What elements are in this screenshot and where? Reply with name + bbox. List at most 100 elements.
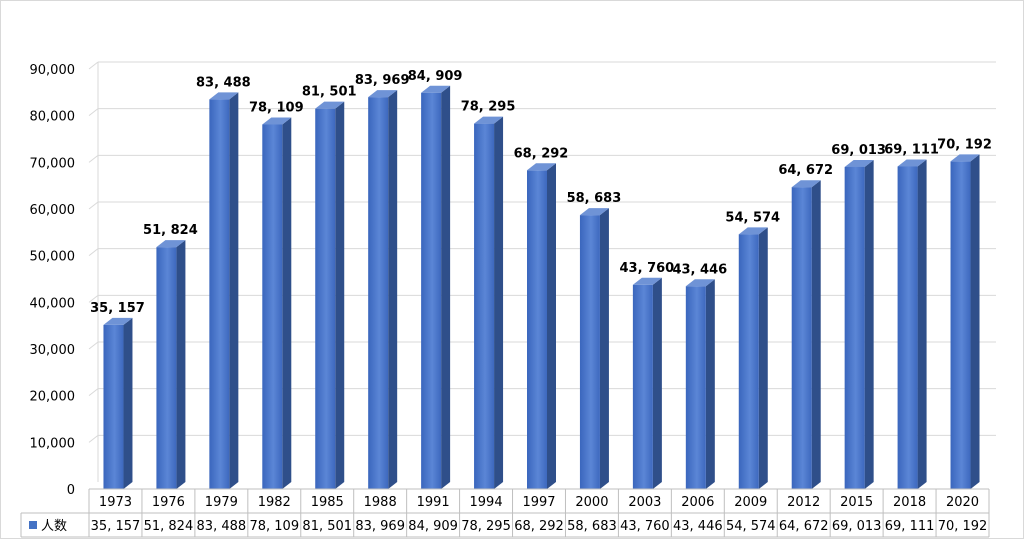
table-value: 43, 446 xyxy=(673,519,723,534)
bar-side xyxy=(547,163,556,489)
bar xyxy=(632,277,662,489)
bar-top xyxy=(579,208,609,216)
bar-side xyxy=(917,159,927,489)
bar-side xyxy=(811,180,821,489)
bar-side xyxy=(176,240,186,489)
bar-front xyxy=(685,286,706,489)
y-tick-label: 30,000 xyxy=(30,343,76,358)
gridline-diagonal xyxy=(88,341,99,350)
data-label: 83, 969 xyxy=(355,73,410,88)
gridline-diagonal xyxy=(88,61,99,70)
x-category-label: 1985 xyxy=(311,495,344,510)
bar-front xyxy=(421,92,442,490)
bar-side xyxy=(705,279,715,489)
table-value: 58, 683 xyxy=(567,519,617,534)
table-value: 84, 909 xyxy=(408,519,458,534)
bar-front xyxy=(632,284,653,489)
gridline-diagonal xyxy=(88,248,99,257)
gridline-diagonal xyxy=(88,201,99,210)
bar xyxy=(315,101,345,490)
bar-front xyxy=(738,234,759,489)
bar-front xyxy=(474,123,495,489)
x-category-label: 1994 xyxy=(470,495,503,510)
table-value: 69, 111 xyxy=(885,519,935,534)
x-category-label: 2006 xyxy=(681,495,714,510)
gridline-diagonal xyxy=(88,294,99,303)
x-category-label: 2012 xyxy=(787,495,820,510)
table-value: 35, 157 xyxy=(91,519,141,534)
x-category-label: 2018 xyxy=(893,495,926,510)
y-tick-label: 60,000 xyxy=(30,203,76,218)
y-tick-label: 90,000 xyxy=(30,63,76,78)
data-label: 84, 909 xyxy=(408,69,463,84)
gridline-diagonal xyxy=(88,434,99,443)
bar-top xyxy=(738,227,768,235)
table-value: 78, 295 xyxy=(461,519,511,534)
gridline-diagonal xyxy=(88,388,99,397)
bar-front xyxy=(209,99,230,489)
bar-side xyxy=(758,227,768,489)
bar-side xyxy=(388,90,398,490)
bar xyxy=(103,317,133,489)
table-value: 83, 488 xyxy=(197,519,247,534)
table-value: 78, 109 xyxy=(249,519,299,534)
table-value: 81, 501 xyxy=(302,519,352,534)
x-category-label: 1982 xyxy=(258,495,291,510)
table-value: 51, 824 xyxy=(144,519,194,534)
y-tick-label: 40,000 xyxy=(30,296,76,311)
bar-top xyxy=(632,277,662,285)
data-label: 64, 672 xyxy=(778,163,833,178)
y-tick-label: 10,000 xyxy=(30,436,76,451)
bar xyxy=(421,85,451,490)
bar xyxy=(738,227,768,489)
bar-top xyxy=(368,90,398,98)
data-label: 51, 824 xyxy=(143,223,198,238)
bar-top xyxy=(315,101,345,109)
table-value: 70, 192 xyxy=(938,519,988,534)
bar-top xyxy=(262,117,292,125)
bar-front xyxy=(791,187,812,489)
x-category-label: 1997 xyxy=(522,495,555,510)
y-tick-label: 70,000 xyxy=(30,156,76,171)
table-value: 43, 760 xyxy=(620,519,670,534)
data-label: 68, 292 xyxy=(514,146,569,161)
data-label: 58, 683 xyxy=(567,191,622,206)
bar xyxy=(368,90,398,490)
data-label: 54, 574 xyxy=(725,210,780,225)
bar-front xyxy=(950,161,971,490)
data-label: 43, 446 xyxy=(672,262,727,277)
bar-top xyxy=(527,163,556,171)
gridline-diagonal xyxy=(88,108,99,117)
table-value: 54, 574 xyxy=(726,519,776,534)
x-category-label: 2000 xyxy=(575,495,608,510)
bar-front xyxy=(897,166,918,489)
bar-front xyxy=(315,108,336,490)
bar-side xyxy=(864,159,874,489)
x-category-label: 2015 xyxy=(840,495,873,510)
x-category-label: 2020 xyxy=(946,495,979,510)
bar xyxy=(685,279,715,489)
bar xyxy=(209,92,239,489)
bar-front xyxy=(527,170,547,489)
bar-side xyxy=(494,116,504,489)
bar-front xyxy=(368,97,389,490)
bar-top xyxy=(950,154,980,162)
bar-top xyxy=(156,240,186,248)
table-value: 83, 969 xyxy=(355,519,405,534)
bar-side xyxy=(123,317,133,489)
y-tick-label: 50,000 xyxy=(30,250,76,265)
bar-top xyxy=(474,116,504,124)
bar-top xyxy=(897,159,927,167)
data-table: 1973 35, 157 1976 51, 824 1979 83, 488 1982 78,… xyxy=(20,488,990,538)
bar-side xyxy=(335,101,345,490)
bars xyxy=(103,85,980,490)
y-axis-tick-labels: 0 10,000 20,000 30,000 40,000 50,000 60,000 70,… xyxy=(30,63,76,498)
bar-top xyxy=(421,85,451,93)
data-label: 35, 157 xyxy=(90,301,145,316)
bar-top xyxy=(791,180,821,188)
bar-top xyxy=(685,279,715,287)
bar-top xyxy=(844,159,874,167)
bar-top xyxy=(103,317,133,325)
